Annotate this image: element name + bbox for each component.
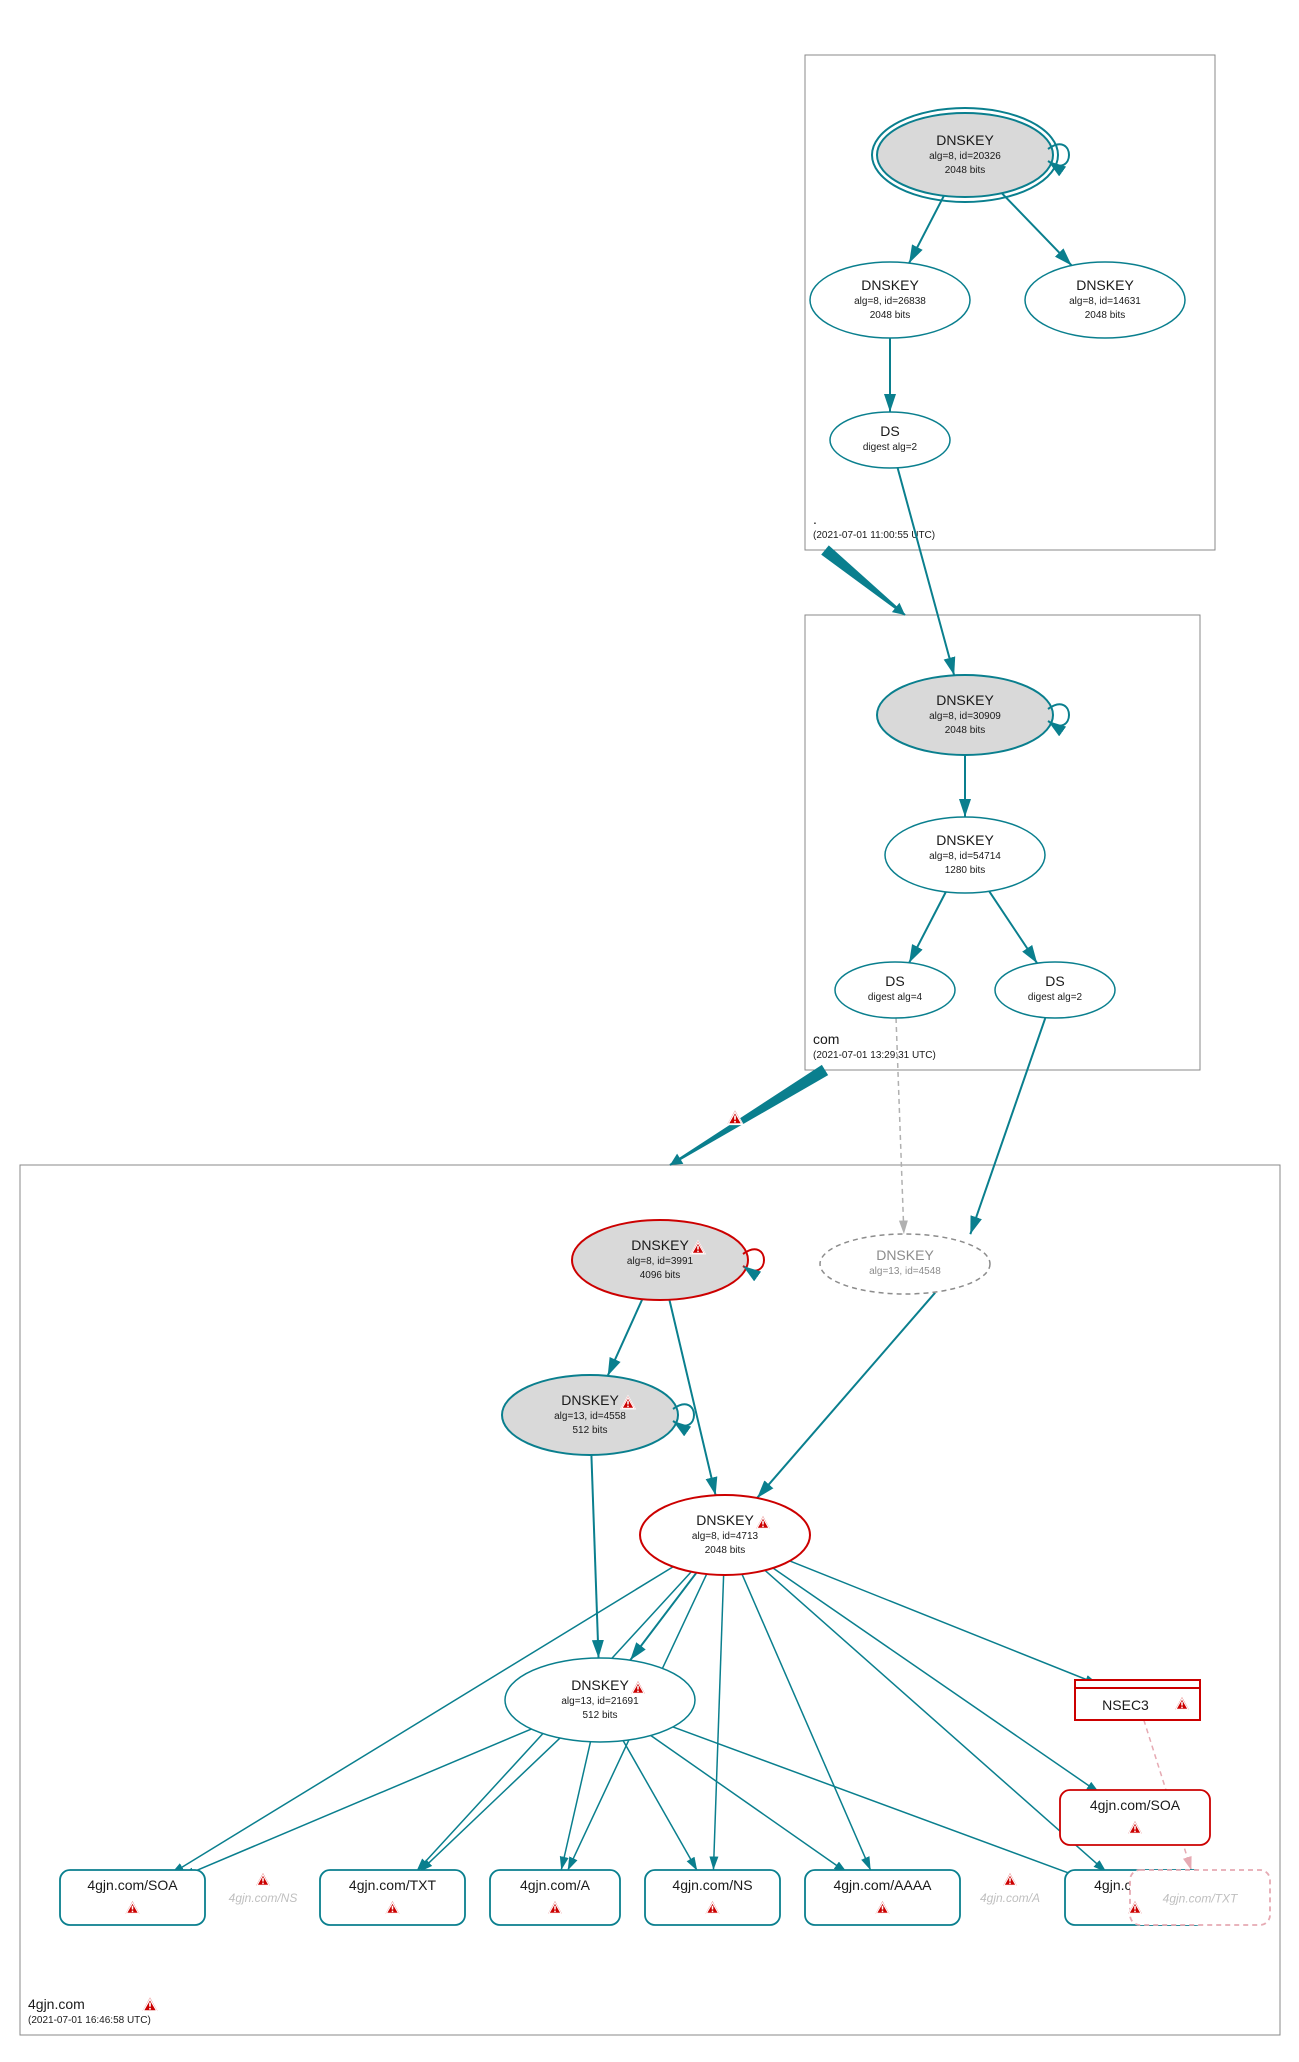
svg-text:alg=13, id=4558: alg=13, id=4558 (554, 1411, 626, 1422)
node-rr_ns: 4gjn.com/NS (645, 1870, 780, 1925)
svg-text:alg=8, id=3991: alg=8, id=3991 (627, 1256, 694, 1267)
svg-text:alg=8, id=26838: alg=8, id=26838 (854, 296, 926, 307)
svg-text:2048 bits: 2048 bits (870, 310, 911, 321)
svg-text:DS: DS (880, 423, 899, 439)
svg-text:com: com (813, 1031, 839, 1047)
svg-text:4gjn.com/SOA: 4gjn.com/SOA (87, 1877, 178, 1893)
svg-text:DS: DS (885, 973, 904, 989)
svg-text:.: . (813, 511, 817, 527)
svg-text:512 bits: 512 bits (582, 1710, 617, 1721)
svg-text:digest alg=2: digest alg=2 (1028, 992, 1083, 1003)
svg-text:4096 bits: 4096 bits (640, 1270, 681, 1281)
svg-text:(2021-07-01 16:46:58 UTC): (2021-07-01 16:46:58 UTC) (28, 2015, 151, 2026)
svg-text:digest alg=4: digest alg=4 (868, 992, 923, 1003)
svg-text:alg=8, id=54714: alg=8, id=54714 (929, 851, 1001, 862)
node-com_zsk: DNSKEY alg=8, id=54714 1280 bits (885, 817, 1045, 893)
svg-text:2048 bits: 2048 bits (945, 165, 986, 176)
svg-text:alg=13, id=4548: alg=13, id=4548 (869, 1266, 941, 1277)
node-d_zsk1: DNSKEY alg=8, id=4713 2048 bits (640, 1495, 810, 1575)
svg-text:DNSKEY: DNSKEY (936, 132, 994, 148)
node-d_ksk2: DNSKEY alg=13, id=4558 512 bits (502, 1375, 694, 1455)
svg-text:DNSKEY: DNSKEY (861, 277, 919, 293)
node-com_ds2: DS digest alg=2 (995, 962, 1115, 1018)
node-rr_aaaa: 4gjn.com/AAAA (805, 1870, 960, 1925)
svg-text:1280 bits: 1280 bits (945, 865, 986, 876)
svg-text:alg=8, id=14631: alg=8, id=14631 (1069, 296, 1141, 307)
svg-text:(2021-07-01 13:29:31 UTC): (2021-07-01 13:29:31 UTC) (813, 1050, 936, 1061)
dnssec-graph: .(2021-07-01 11:00:55 UTC)com(2021-07-01… (0, 0, 1299, 2062)
svg-text:2048 bits: 2048 bits (705, 1545, 746, 1556)
edges (171, 193, 1192, 1879)
svg-text:DNSKEY: DNSKEY (1076, 277, 1134, 293)
node-d_ghostkey: DNSKEY alg=13, id=4548 (820, 1234, 990, 1294)
svg-text:512 bits: 512 bits (572, 1425, 607, 1436)
svg-text:4gjn.com/SOA: 4gjn.com/SOA (1090, 1797, 1181, 1813)
node-com_ksk: DNSKEY alg=8, id=30909 2048 bits (877, 675, 1069, 755)
nodes: DNSKEY alg=8, id=20326 2048 bits DNSKEY alg=… (60, 108, 1270, 1925)
svg-text:4gjn.com/A: 4gjn.com/A (520, 1877, 591, 1893)
svg-text:DNSKEY: DNSKEY (876, 1247, 934, 1263)
node-d_ksk: DNSKEY alg=8, id=3991 4096 bits (572, 1220, 764, 1300)
svg-text:DNSKEY: DNSKEY (631, 1237, 689, 1253)
delegation-edge (821, 545, 905, 615)
svg-text:DNSKEY: DNSKEY (936, 832, 994, 848)
svg-text:4gjn.com: 4gjn.com (28, 1996, 85, 2012)
svg-text:4gjn.com/TXT: 4gjn.com/TXT (349, 1877, 437, 1893)
svg-text:DNSKEY: DNSKEY (571, 1677, 629, 1693)
node-root_zsk2: DNSKEY alg=8, id=14631 2048 bits (1025, 262, 1185, 338)
svg-text:digest alg=2: digest alg=2 (863, 442, 918, 453)
node-ghost_ns: 4gjn.com/NS (229, 1891, 298, 1905)
node-rr_soa: 4gjn.com/SOA (60, 1870, 205, 1925)
svg-text:NSEC3: NSEC3 (1102, 1697, 1149, 1713)
svg-text:DNSKEY: DNSKEY (561, 1392, 619, 1408)
svg-text:4gjn.com/AAAA: 4gjn.com/AAAA (833, 1877, 932, 1893)
node-rr_soa2: 4gjn.com/SOA (1060, 1790, 1210, 1845)
svg-text:4gjn.com/A: 4gjn.com/A (980, 1891, 1040, 1905)
svg-text:2048 bits: 2048 bits (945, 725, 986, 736)
svg-text:DNSKEY: DNSKEY (696, 1512, 754, 1528)
svg-text:alg=8, id=30909: alg=8, id=30909 (929, 711, 1001, 722)
svg-text:alg=8, id=20326: alg=8, id=20326 (929, 151, 1001, 162)
svg-text:DNSKEY: DNSKEY (936, 692, 994, 708)
svg-text:alg=8, id=4713: alg=8, id=4713 (692, 1531, 759, 1542)
node-d_zsk2: DNSKEY alg=13, id=21691 512 bits (505, 1658, 695, 1742)
svg-text:2048 bits: 2048 bits (1085, 310, 1126, 321)
svg-text:4gjn.com/NS: 4gjn.com/NS (229, 1891, 298, 1905)
delegation-edge (669, 1065, 828, 1166)
node-root_zsk1: DNSKEY alg=8, id=26838 2048 bits (810, 262, 970, 338)
node-com_ds1: DS digest alg=4 (835, 962, 955, 1018)
svg-text:DS: DS (1045, 973, 1064, 989)
node-rr_txt: 4gjn.com/TXT (320, 1870, 465, 1925)
svg-text:4gjn.com/NS: 4gjn.com/NS (672, 1877, 752, 1893)
svg-text:4gjn.com/TXT: 4gjn.com/TXT (1163, 1892, 1239, 1906)
svg-text:alg=13, id=21691: alg=13, id=21691 (561, 1696, 639, 1707)
node-root_ds: DS digest alg=2 (830, 412, 950, 468)
node-rr_a: 4gjn.com/A (490, 1870, 620, 1925)
node-ghost_a: 4gjn.com/A (980, 1891, 1040, 1905)
node-rr_txt2: 4gjn.com/TXT (1130, 1870, 1270, 1925)
node-root_ksk: DNSKEY alg=8, id=20326 2048 bits (872, 108, 1069, 202)
